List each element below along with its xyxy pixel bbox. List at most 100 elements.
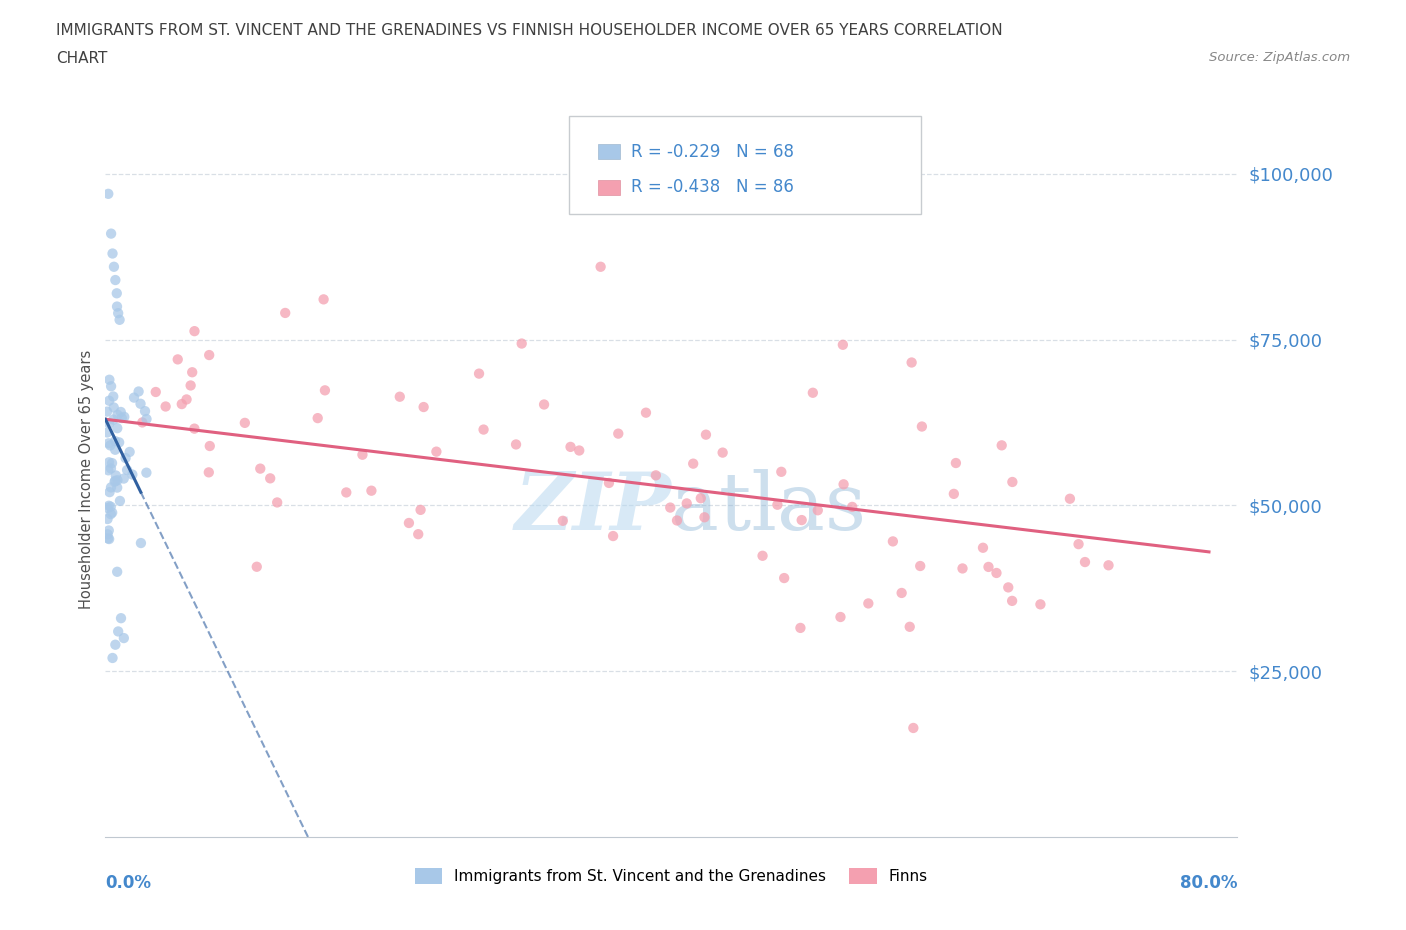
Point (644, 468, 666, 483)
Point (770, 464, 793, 479)
Point (602, 528, 624, 543)
Point (122, 391, 145, 405)
Point (104, 272, 127, 287)
Point (112, 472, 135, 486)
Point (952, 561, 974, 576)
Point (100, 461, 122, 476)
Text: atlas: atlas (672, 469, 866, 547)
Point (977, 560, 1000, 575)
Point (832, 477, 855, 492)
Point (176, 392, 198, 407)
Point (97, 463, 120, 478)
Point (972, 540, 994, 555)
Point (104, 433, 127, 448)
Text: R = -0.229   N = 68: R = -0.229 N = 68 (631, 143, 794, 161)
Point (101, 246, 124, 261)
Point (259, 471, 281, 485)
Point (942, 486, 965, 501)
Point (789, 620, 811, 635)
Point (1074, 554, 1097, 569)
Point (841, 499, 863, 514)
Point (801, 385, 824, 400)
Point (997, 580, 1019, 595)
Point (108, 494, 131, 509)
Point (266, 495, 288, 510)
Point (101, 651, 124, 666)
Point (773, 571, 796, 586)
Point (388, 390, 411, 405)
Text: ZIP: ZIP (515, 469, 672, 546)
Point (166, 352, 188, 366)
Point (97, 436, 120, 451)
Point (97, 523, 120, 538)
Point (1029, 597, 1052, 612)
Point (103, 412, 125, 427)
Point (129, 536, 152, 551)
Point (145, 384, 167, 399)
Point (155, 399, 177, 414)
Point (533, 397, 555, 412)
Point (890, 586, 912, 601)
Point (307, 411, 329, 426)
Point (96, 405, 118, 419)
Point (314, 383, 336, 398)
Point (183, 421, 205, 436)
Point (105, 286, 128, 300)
Point (98, 416, 121, 431)
Point (114, 451, 136, 466)
Point (100, 507, 122, 522)
Point (659, 500, 682, 515)
Point (97, 531, 120, 546)
Point (598, 475, 620, 490)
Point (98, 532, 121, 547)
Point (568, 443, 591, 458)
Text: IMMIGRANTS FROM ST. VINCENT AND THE GRENADINES VS FINNISH HOUSEHOLDER INCOME OVE: IMMIGRANTS FROM ST. VINCENT AND THE GREN… (56, 23, 1002, 38)
Point (505, 437, 527, 452)
Point (105, 565, 128, 579)
Point (103, 400, 125, 415)
Point (112, 409, 135, 424)
Point (115, 462, 138, 477)
Legend: Immigrants from St. Vincent and the Grenadines, Finns: Immigrants from St. Vincent and the Gren… (409, 862, 934, 890)
Point (112, 631, 135, 645)
Point (98, 455, 121, 470)
Point (689, 491, 711, 506)
Point (246, 559, 269, 574)
Point (107, 624, 129, 639)
Point (100, 226, 122, 241)
Text: R = -0.438   N = 86: R = -0.438 N = 86 (631, 179, 794, 196)
Point (360, 484, 382, 498)
Point (104, 474, 127, 489)
Point (128, 384, 150, 399)
Point (900, 355, 922, 370)
Point (98, 393, 121, 408)
Point (100, 480, 122, 495)
Point (510, 336, 533, 351)
Point (1067, 537, 1090, 551)
Point (766, 498, 789, 512)
Point (110, 405, 132, 419)
Point (858, 596, 880, 611)
Point (98, 438, 121, 453)
Point (108, 435, 131, 450)
Point (711, 445, 734, 460)
Point (118, 445, 141, 459)
Point (181, 365, 204, 379)
Point (682, 457, 704, 472)
Point (198, 348, 221, 363)
Point (103, 389, 125, 404)
Point (103, 259, 125, 274)
Point (105, 299, 128, 314)
Point (100, 379, 122, 393)
Point (468, 366, 491, 381)
Point (97, 527, 120, 542)
Text: Source: ZipAtlas.com: Source: ZipAtlas.com (1209, 51, 1350, 64)
Point (790, 512, 813, 527)
Point (807, 503, 830, 518)
Point (695, 427, 717, 442)
Point (96, 512, 118, 526)
Point (675, 496, 697, 511)
Point (97, 498, 120, 513)
Point (560, 440, 582, 455)
Point (110, 611, 132, 626)
